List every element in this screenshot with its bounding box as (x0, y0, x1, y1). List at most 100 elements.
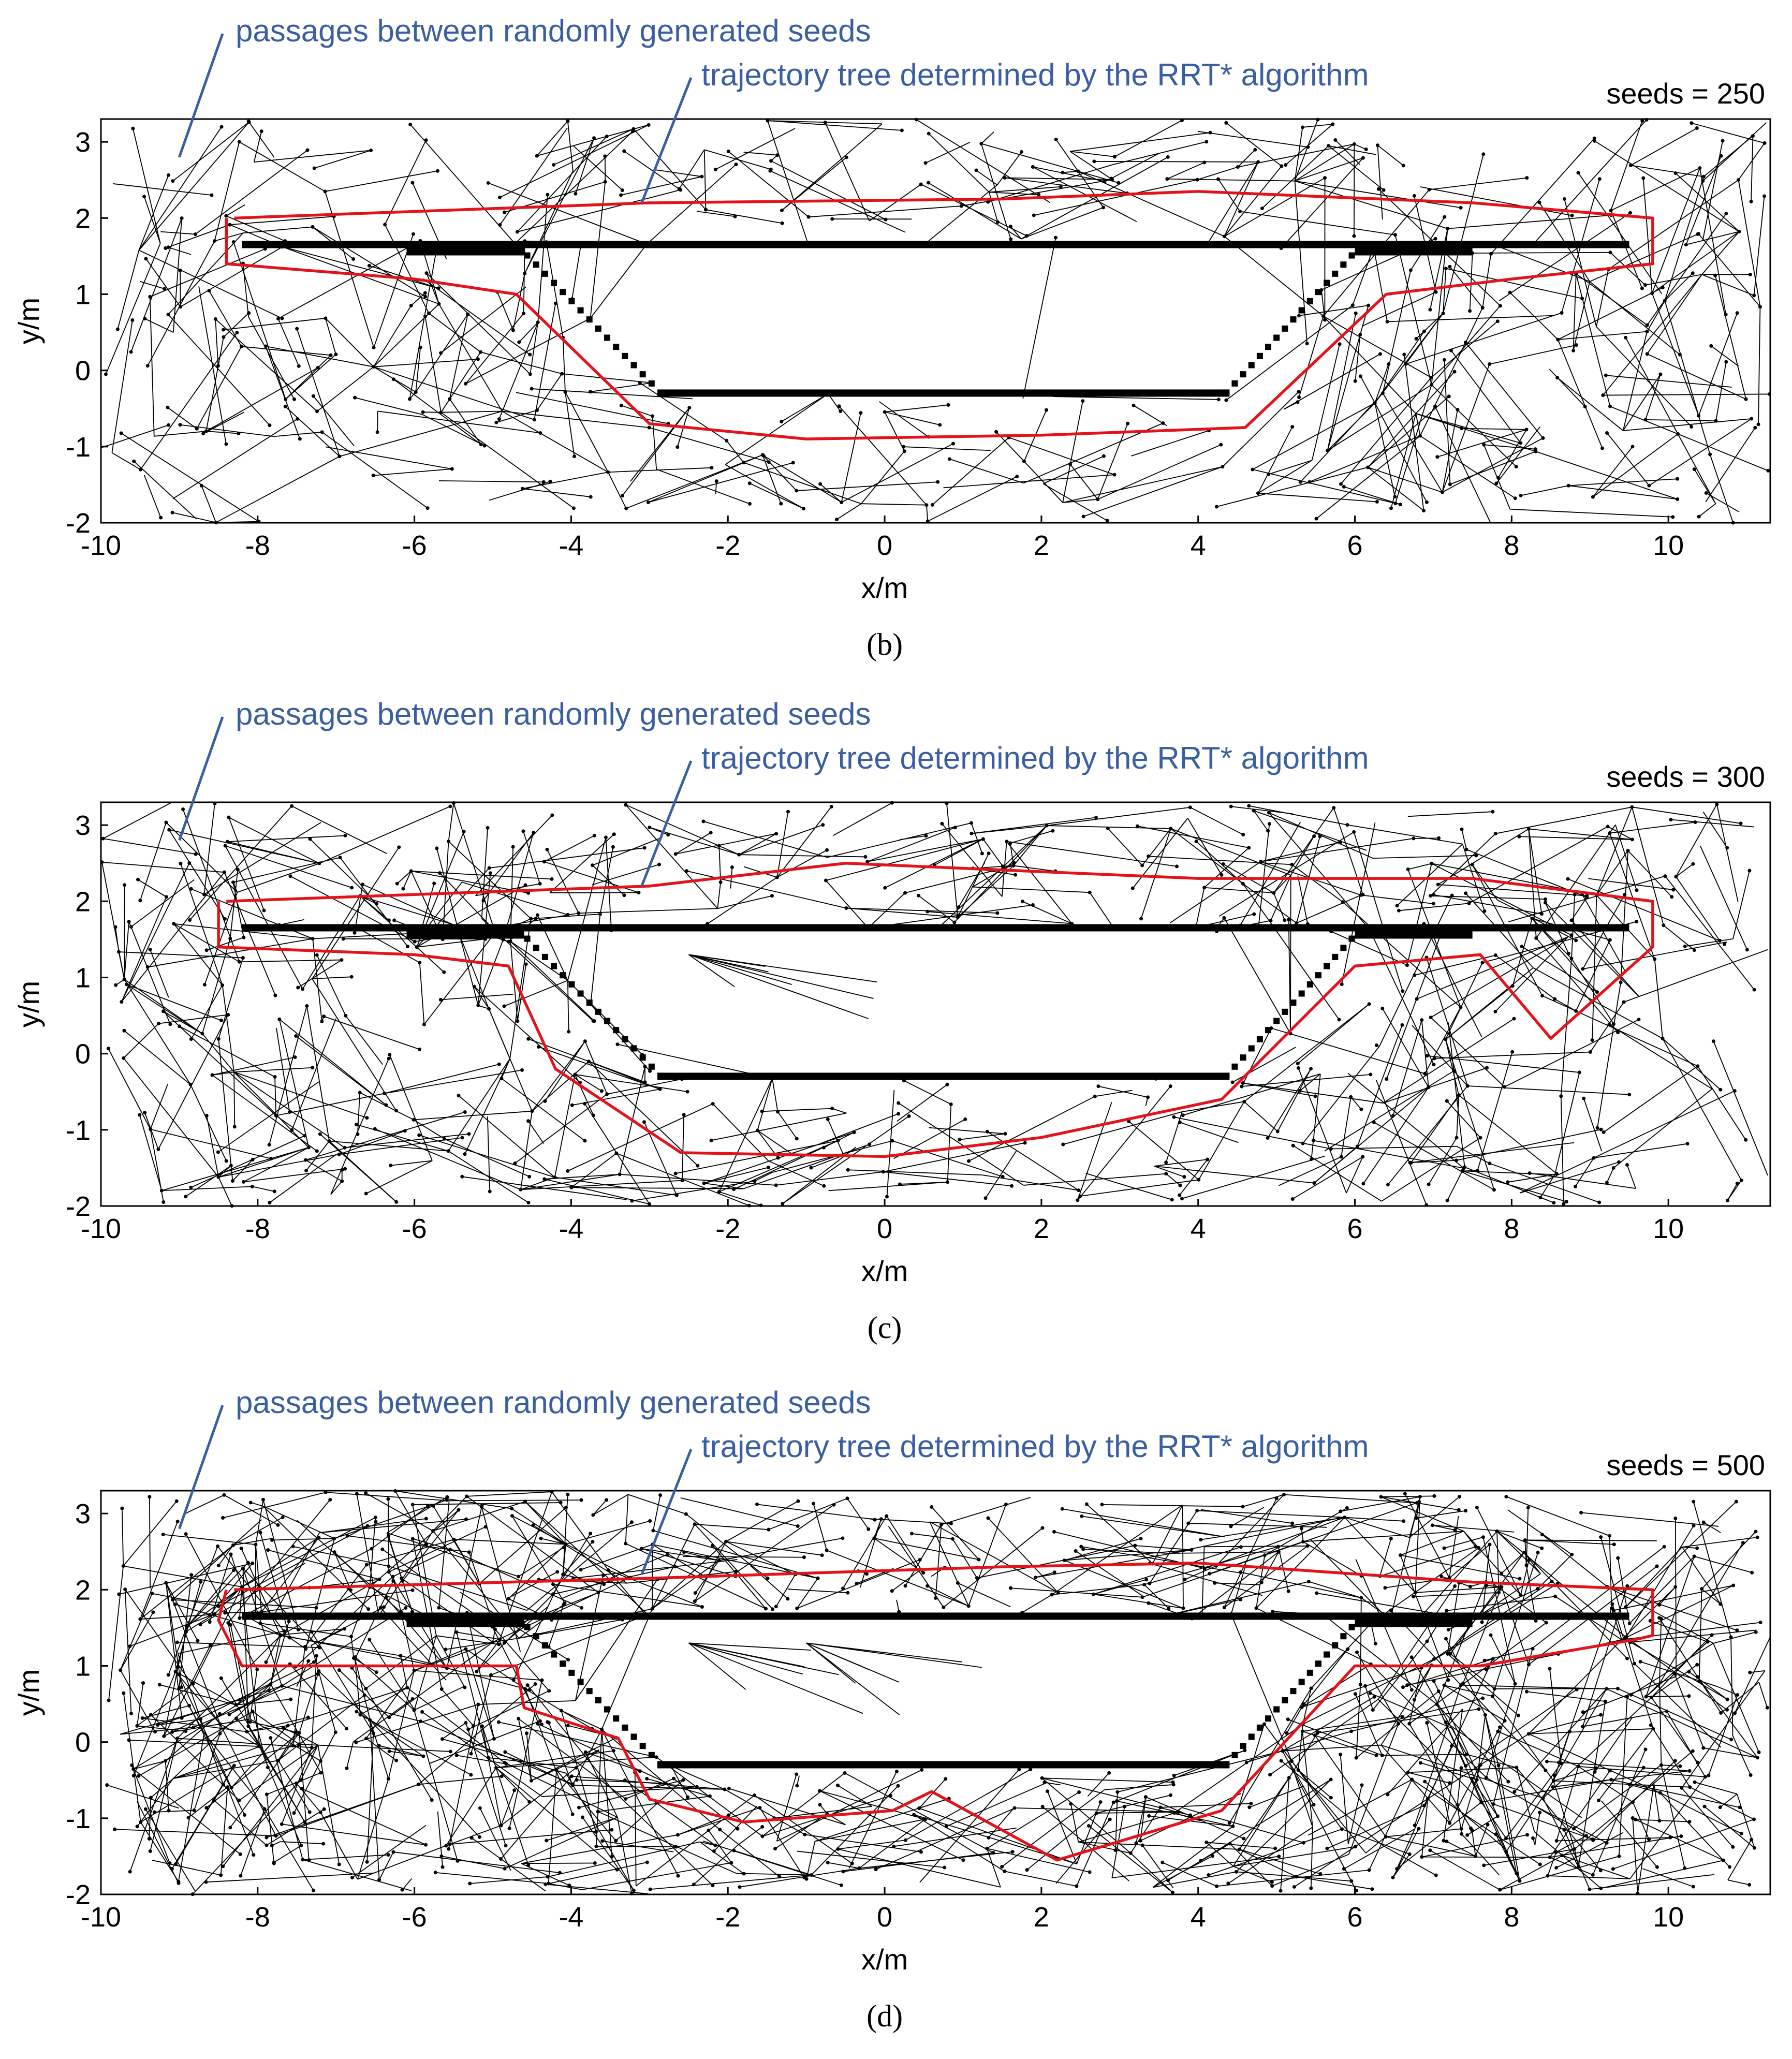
tree-edge (811, 1785, 899, 1876)
seed-point (622, 149, 626, 153)
tree-edge (487, 1116, 491, 1192)
tree-edge (1676, 876, 1721, 941)
tree-edge (165, 1582, 183, 1718)
tree-edge (140, 1614, 210, 1620)
seed-point (1641, 176, 1646, 180)
tree-edge (1076, 1802, 1114, 1887)
seed-point (1735, 1628, 1739, 1633)
seed-point (141, 1681, 145, 1685)
seed-point (204, 1806, 209, 1810)
tree-edge (885, 838, 984, 889)
tree-edge (1387, 1708, 1463, 1795)
seed-point (1364, 147, 1368, 151)
seed-point (1147, 854, 1151, 858)
tree-edge (1685, 155, 1722, 245)
tree-edge (1713, 1643, 1759, 1753)
tree-edge (1642, 178, 1653, 293)
tree-edge (1568, 485, 1678, 500)
tree-edge (1340, 377, 1432, 484)
tree-edge (124, 1589, 221, 1725)
tree-edge (142, 1717, 247, 1732)
seed-point (796, 1524, 800, 1528)
tree-edge (1368, 467, 1443, 493)
tree-edge (1382, 1754, 1467, 1756)
seed-point (1718, 1087, 1723, 1092)
seed-point (995, 911, 1000, 915)
x-tick-label: -6 (402, 530, 427, 561)
tree-edge (352, 1825, 427, 1878)
seed-point (210, 193, 214, 197)
tree-edge (1382, 1845, 1436, 1876)
tree-edge (1298, 1068, 1347, 1194)
tree-edge (1340, 1496, 1420, 1512)
tree-edge (1053, 396, 1219, 400)
seed-point (1491, 810, 1495, 814)
seed-point (535, 913, 539, 917)
tree-edge (518, 1718, 532, 1781)
obstacle-left-block (406, 241, 524, 256)
rrt-path-line (217, 861, 1654, 1158)
seed-point (1662, 1545, 1666, 1549)
seed-point (1401, 989, 1405, 993)
tree-edge (215, 319, 219, 366)
seed-point (269, 1156, 273, 1160)
seed-point (1729, 1738, 1734, 1742)
tree-edge (1706, 492, 1740, 512)
tree-edge (1676, 863, 1694, 877)
seed-point (927, 181, 931, 185)
seed-point (137, 1774, 141, 1778)
seed-point (631, 129, 635, 133)
tree-edge (1252, 402, 1375, 470)
tree-edge (694, 1504, 834, 1602)
seed-point (503, 1750, 507, 1754)
tree-edge (538, 1046, 660, 1090)
obstacle-step-right (1298, 1679, 1305, 1685)
seed-point (1389, 1608, 1393, 1612)
seed-point (1570, 213, 1574, 217)
tree-edge (1407, 863, 1432, 870)
seed-point (1447, 1781, 1451, 1785)
seed-point (947, 457, 951, 461)
tree-edge (350, 1636, 355, 1658)
tree-edge (1492, 1552, 1538, 1697)
tree-edge (345, 1015, 384, 1065)
seed-point (780, 221, 784, 225)
seed-point (1088, 1870, 1092, 1874)
tree-edge (601, 1729, 679, 1876)
tree-edge (512, 273, 525, 331)
seed-point (1679, 1834, 1683, 1839)
tree-edge (456, 1632, 489, 1758)
seed-point (1385, 1077, 1389, 1081)
tree-edge (647, 1778, 710, 1797)
seed-point (349, 975, 354, 979)
seed-point (1395, 904, 1399, 908)
tree-edge (1592, 1749, 1646, 1875)
y-axis-label-d: y/m (12, 1669, 45, 1716)
tree-edge (334, 1499, 447, 1539)
seed-point (159, 516, 163, 520)
seed-point (1413, 973, 1417, 977)
seed-point (189, 1185, 193, 1189)
tree-edge (1343, 486, 1401, 505)
obstacle-step-right (1332, 1642, 1339, 1649)
tree-edge (1434, 406, 1491, 523)
tree-edge (1299, 305, 1369, 316)
seed-point (592, 833, 596, 837)
seed-point (1747, 869, 1752, 873)
seed-point (1602, 1130, 1606, 1134)
tree-edge (138, 1711, 253, 1776)
tree-edge (218, 958, 244, 1039)
tree-edge (503, 832, 534, 940)
tree-edge (826, 839, 983, 881)
seed-point (1625, 1163, 1629, 1167)
tree-edge (253, 131, 262, 163)
tree-edge (1310, 1539, 1384, 1614)
tree-edge (409, 254, 436, 400)
seed-point (1747, 1882, 1752, 1887)
seed-point (562, 1545, 566, 1549)
tree-edge (1344, 1517, 1410, 1538)
x-axis-label-b: x/m (861, 571, 908, 604)
seed-point (1744, 1138, 1748, 1142)
tree-edge (282, 1685, 421, 1722)
tree-edge (1010, 830, 1053, 844)
